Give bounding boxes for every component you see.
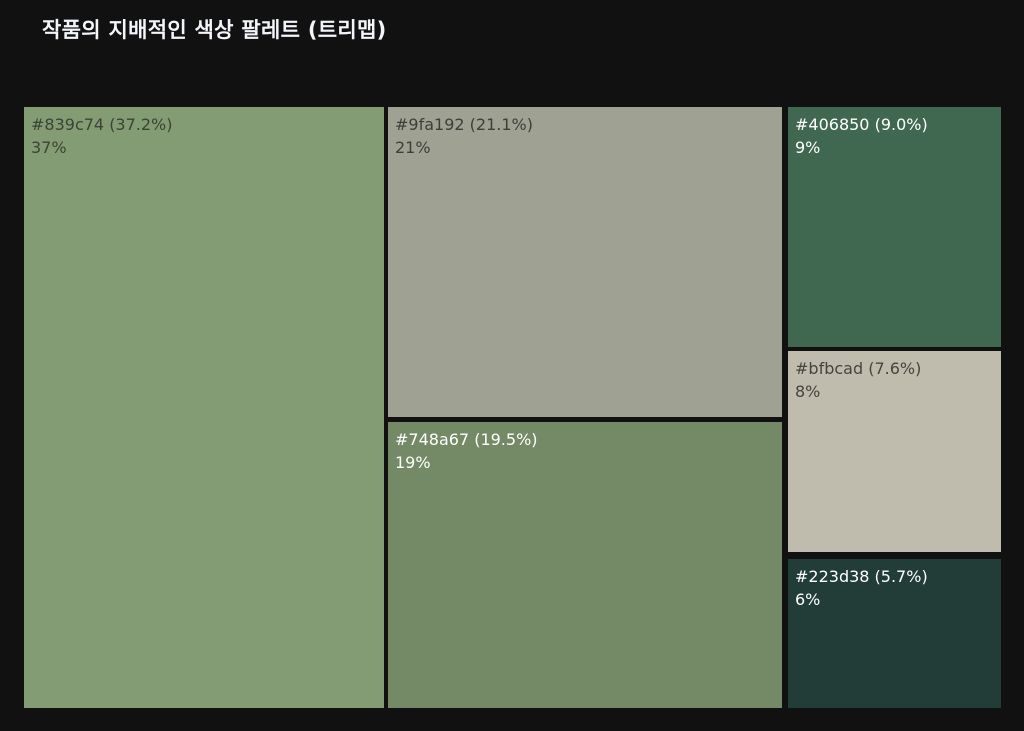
treemap-cell-839c74[interactable]: #839c74 (37.2%) 37% (24, 107, 384, 708)
cell-value: 9% (795, 138, 821, 157)
treemap-cell-9fa192[interactable]: #9fa192 (21.1%) 21% (388, 107, 782, 417)
cell-label: #223d38 (5.7%) (795, 567, 928, 586)
treemap-cell-406850[interactable]: #406850 (9.0%) 9% (788, 107, 1001, 347)
cell-value: 21% (395, 138, 431, 157)
treemap-cell-bfbcad[interactable]: #bfbcad (7.6%) 8% (788, 351, 1001, 552)
cell-value: 8% (795, 382, 821, 401)
treemap-cell-223d38[interactable]: #223d38 (5.7%) 6% (788, 559, 1001, 708)
cell-label: #748a67 (19.5%) (395, 430, 538, 449)
cell-label: #bfbcad (7.6%) (795, 359, 922, 378)
chart-title: 작품의 지배적인 색상 팔레트 (트리맵) (42, 18, 387, 42)
cell-label: #406850 (9.0%) (795, 115, 928, 134)
cell-label: #839c74 (37.2%) (31, 115, 173, 134)
cell-value: 37% (31, 138, 67, 157)
cell-value: 6% (795, 590, 821, 609)
cell-value: 19% (395, 453, 431, 472)
cell-label: #9fa192 (21.1%) (395, 115, 533, 134)
treemap-cell-748a67[interactable]: #748a67 (19.5%) 19% (388, 422, 782, 708)
